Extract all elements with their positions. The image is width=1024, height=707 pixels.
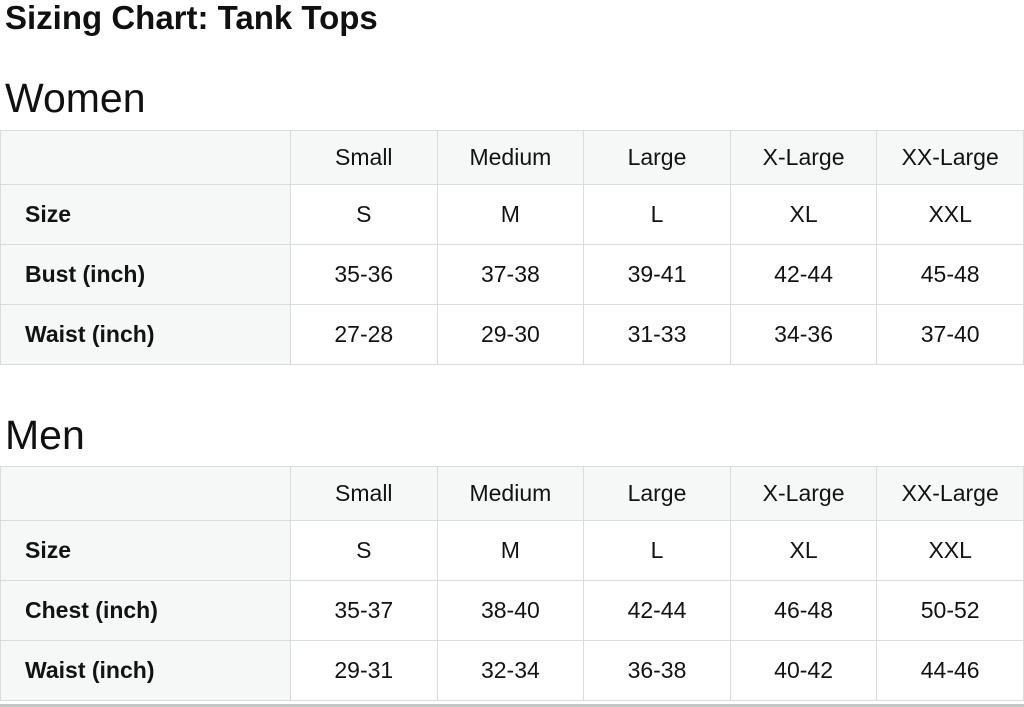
women-waist-cell: 31-33: [583, 304, 731, 365]
men-chest-cell: 35-37: [290, 580, 438, 641]
women-col-header-small: Small: [290, 130, 438, 185]
men-col-header-medium: Medium: [436, 466, 585, 521]
women-waist-cell: 34-36: [729, 304, 878, 365]
women-size-cell: XXL: [876, 184, 1024, 245]
women-bust-cell: 35-36: [290, 244, 438, 305]
men-header-row: Small Medium Large X-Large XX-Large: [0, 466, 1024, 521]
women-waist-row-label: Waist (inch): [0, 304, 291, 365]
men-waist-cell: 32-34: [436, 640, 585, 701]
women-col-header-medium: Medium: [436, 130, 585, 185]
men-size-table: Small Medium Large X-Large XX-Large Size…: [0, 466, 1024, 701]
women-bust-cell: 37-38: [436, 244, 585, 305]
men-col-header-large: Large: [583, 466, 731, 521]
men-chest-row-label: Chest (inch): [0, 580, 291, 641]
men-waist-row-label: Waist (inch): [0, 640, 291, 701]
women-bust-row-label: Bust (inch): [0, 244, 291, 305]
men-col-header-small: Small: [290, 466, 438, 521]
women-size-cell: L: [583, 184, 731, 245]
men-corner-cell: [0, 466, 291, 521]
women-waist-row: Waist (inch) 27-28 29-30 31-33 34-36 37-…: [0, 304, 1024, 365]
women-bust-cell: 42-44: [729, 244, 878, 305]
women-col-header-x-large: X-Large: [729, 130, 878, 185]
women-waist-cell: 27-28: [290, 304, 438, 365]
women-size-cell: S: [290, 184, 438, 245]
men-col-header-xx-large: XX-Large: [876, 466, 1024, 521]
bottom-divider: [0, 704, 1024, 707]
men-waist-cell: 29-31: [290, 640, 438, 701]
women-bust-cell: 45-48: [876, 244, 1024, 305]
men-waist-row: Waist (inch) 29-31 32-34 36-38 40-42 44-…: [0, 640, 1024, 701]
men-waist-cell: 44-46: [876, 640, 1024, 701]
page-title: Sizing Chart: Tank Tops: [5, 0, 378, 36]
men-size-cell: M: [436, 520, 585, 581]
men-size-row: Size S M L XL XXL: [0, 520, 1024, 581]
men-size-cell: S: [290, 520, 438, 581]
women-size-row-label: Size: [0, 184, 291, 245]
men-size-row-label: Size: [0, 520, 291, 581]
men-size-cell: L: [583, 520, 731, 581]
men-col-header-x-large: X-Large: [729, 466, 878, 521]
women-bust-cell: 39-41: [583, 244, 731, 305]
women-section-heading: Women: [5, 75, 146, 121]
men-waist-cell: 40-42: [729, 640, 878, 701]
men-chest-cell: 46-48: [729, 580, 878, 641]
women-corner-cell: [0, 130, 291, 185]
women-size-cell: M: [436, 184, 585, 245]
women-waist-cell: 37-40: [876, 304, 1024, 365]
women-size-cell: XL: [729, 184, 878, 245]
men-section-heading: Men: [5, 412, 85, 458]
men-chest-row: Chest (inch) 35-37 38-40 42-44 46-48 50-…: [0, 580, 1024, 641]
women-header-row: Small Medium Large X-Large XX-Large: [0, 130, 1024, 185]
women-bust-row: Bust (inch) 35-36 37-38 39-41 42-44 45-4…: [0, 244, 1024, 305]
men-size-cell: XXL: [876, 520, 1024, 581]
women-size-row: Size S M L XL XXL: [0, 184, 1024, 245]
women-waist-cell: 29-30: [436, 304, 585, 365]
men-chest-cell: 50-52: [876, 580, 1024, 641]
men-size-cell: XL: [729, 520, 878, 581]
men-chest-cell: 38-40: [436, 580, 585, 641]
men-chest-cell: 42-44: [583, 580, 731, 641]
women-size-table: Small Medium Large X-Large XX-Large Size…: [0, 130, 1024, 365]
women-col-header-large: Large: [583, 130, 731, 185]
women-col-header-xx-large: XX-Large: [876, 130, 1024, 185]
men-waist-cell: 36-38: [583, 640, 731, 701]
